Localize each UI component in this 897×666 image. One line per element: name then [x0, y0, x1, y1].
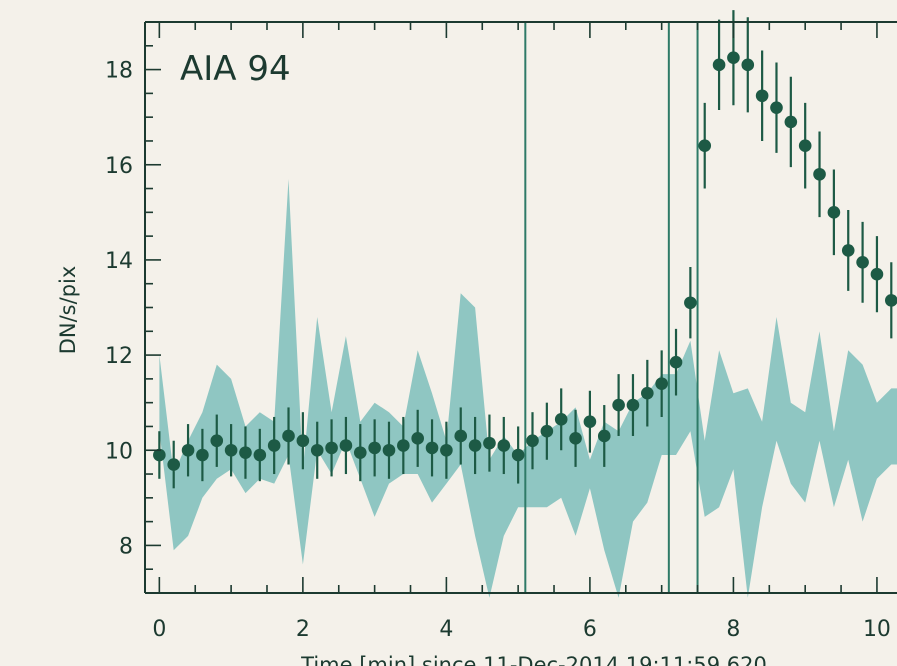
x-tick-label: 6 — [583, 617, 597, 642]
x-axis-title: Time [min] since 11-Dec-2014 19:11:59.62… — [300, 653, 767, 666]
data-point — [612, 398, 625, 412]
data-point — [310, 443, 324, 457]
data-point — [282, 429, 295, 443]
data-point — [569, 432, 582, 445]
x-tick-label: 4 — [439, 617, 453, 642]
x-tick-label: 2 — [296, 617, 310, 642]
data-point — [554, 413, 568, 426]
data-point — [153, 448, 166, 462]
data-point — [884, 294, 897, 307]
data-point — [196, 448, 209, 462]
data-point — [325, 441, 338, 455]
panel-label: AIA 94 — [180, 49, 291, 89]
data-point — [239, 446, 252, 459]
data-point — [856, 255, 869, 269]
axis-layer: 0 2 4 6 8 10 8 10 12 14 16 18 — [105, 21, 897, 642]
band-layer — [159, 179, 897, 598]
data-point — [353, 446, 367, 459]
data-point — [597, 429, 611, 443]
data-point — [483, 436, 496, 450]
data-point — [698, 139, 712, 153]
data-point — [497, 439, 511, 452]
x-tick-label: 10 — [863, 617, 891, 642]
x-tick-label: 0 — [152, 617, 166, 642]
data-point — [770, 101, 783, 114]
data-point — [526, 434, 539, 448]
uncertainty-band — [159, 179, 897, 598]
y-tick-label: 12 — [105, 344, 133, 369]
y-tick-label: 18 — [105, 59, 133, 84]
data-point — [641, 386, 654, 400]
data-point — [798, 139, 812, 153]
y-tick-label: 8 — [119, 534, 133, 559]
data-point — [267, 439, 281, 452]
data-point — [397, 439, 410, 452]
data-point — [440, 443, 453, 457]
y-tick-label: 10 — [105, 439, 133, 464]
y-axis-title: DN/s/pix — [56, 266, 80, 355]
data-point — [655, 377, 668, 390]
data-point — [827, 206, 841, 219]
data-point — [339, 439, 353, 452]
data-point — [468, 439, 482, 452]
data-point — [784, 115, 798, 129]
data-point — [755, 89, 769, 103]
x-tick-label: 8 — [726, 617, 740, 642]
data-point — [684, 296, 697, 310]
y-tick-label: 16 — [105, 154, 133, 179]
data-point — [841, 244, 855, 257]
data-point — [382, 443, 396, 457]
data-point — [583, 415, 597, 429]
data-point — [368, 441, 381, 455]
data-point — [741, 58, 755, 72]
data-point — [454, 429, 468, 443]
y-tick-label: 14 — [105, 249, 133, 274]
data-point — [511, 448, 525, 462]
data-point — [253, 448, 267, 462]
data-point — [813, 167, 826, 181]
data-point — [224, 443, 238, 457]
data-point — [626, 398, 640, 412]
data-point — [540, 424, 554, 438]
point-layer — [153, 51, 897, 471]
data-point — [411, 432, 424, 445]
data-point — [181, 443, 195, 457]
data-point — [296, 434, 310, 448]
data-point — [712, 58, 726, 72]
data-point — [727, 51, 740, 64]
data-point — [870, 267, 884, 281]
data-point — [210, 434, 224, 448]
vline-layer — [524, 22, 699, 593]
data-point — [669, 355, 683, 369]
data-point — [167, 458, 181, 471]
data-point — [425, 441, 439, 455]
